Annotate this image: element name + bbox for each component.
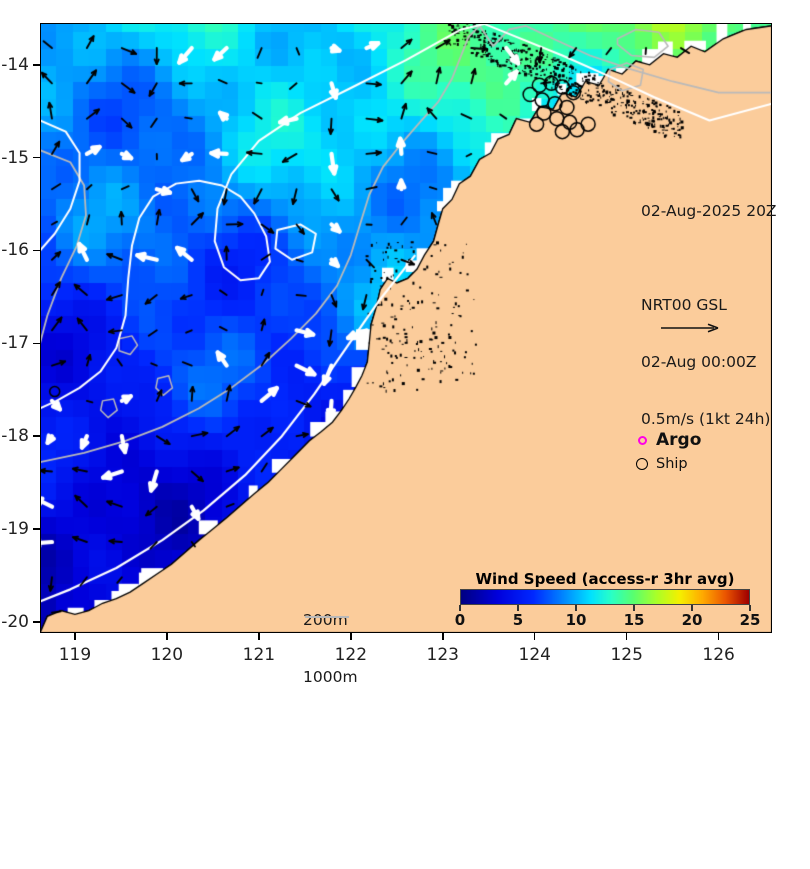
legend-item-argo[interactable]: Argo xyxy=(628,428,701,452)
x-axis-tick xyxy=(717,633,720,640)
x-axis-tick xyxy=(74,633,76,640)
colorbar-tick xyxy=(749,605,751,611)
contour-label-1000m: 1000m xyxy=(303,668,358,686)
x-axis-tick-label: 124 xyxy=(518,645,551,665)
y-axis-tick xyxy=(33,342,40,345)
y-axis-tick xyxy=(33,621,40,623)
colorbar-tick-label: 5 xyxy=(512,611,524,629)
y-axis-tick-label: -14 xyxy=(1,54,29,75)
x-axis-tick xyxy=(258,633,260,640)
legend-label-argo: Argo xyxy=(656,430,702,450)
nrt-product-block: NRT00 GSL 02-Aug 00:00Z 0.5m/s (1kt 24h) xyxy=(641,258,770,467)
observation-legend: Argo Ship xyxy=(628,428,701,476)
y-axis-tick-label: -18 xyxy=(1,426,29,447)
contour-label-200m: 200m xyxy=(303,611,348,629)
reference-vector-arrow xyxy=(661,323,719,333)
x-axis-tick-label: 126 xyxy=(702,645,735,665)
y-axis-tick-label: -17 xyxy=(1,333,29,354)
x-axis-tick-label: 123 xyxy=(426,645,460,665)
nrt-product-time: 02-Aug 00:00Z xyxy=(641,353,757,371)
colorbar-tick xyxy=(633,605,635,611)
colorbar-gradient[interactable] xyxy=(460,589,750,605)
nrt-scale-label: 0.5m/s (1kt 24h) xyxy=(641,410,771,428)
y-axis-tick xyxy=(33,156,40,159)
colorbar-tick-label: 10 xyxy=(565,611,587,629)
x-axis-tick-label: 125 xyxy=(610,645,643,665)
observation-markers xyxy=(40,23,772,633)
y-axis-tick xyxy=(33,64,40,66)
contour-label-leader-line xyxy=(305,616,349,618)
legend-label-ship: Ship xyxy=(656,456,688,472)
legend-item-ship[interactable]: Ship xyxy=(628,452,701,476)
colorbar-tick xyxy=(575,605,577,611)
y-axis-tick-label: -20 xyxy=(1,611,29,632)
x-axis-tick-label: 121 xyxy=(242,645,276,665)
nrt-product-name: NRT00 GSL xyxy=(641,296,727,314)
argo-marker-icon xyxy=(628,435,656,445)
colorbar-tick-label: 25 xyxy=(739,611,761,629)
colorbar-tick-label: 15 xyxy=(623,611,645,629)
x-axis-tick xyxy=(442,633,444,640)
colorbar-tick-label: 0 xyxy=(454,611,466,629)
x-axis-tick xyxy=(350,633,352,640)
wind-speed-map-figure: 02-Aug-2025 20Z NRT00 GSL 02-Aug 00:00Z … xyxy=(1,23,810,869)
x-axis-tick-label: 119 xyxy=(58,645,92,665)
colorbar-tick xyxy=(459,605,461,611)
ship-marker-icon xyxy=(628,458,656,470)
colorbar-title: Wind Speed (access-r 3hr avg) xyxy=(475,570,735,588)
y-axis-tick xyxy=(33,435,40,437)
colorbar-tick-label: 20 xyxy=(681,611,703,629)
x-axis-tick xyxy=(625,633,628,640)
colorbar-tick xyxy=(517,605,519,611)
x-axis-tick-label: 122 xyxy=(334,645,368,665)
x-axis-tick xyxy=(533,633,536,640)
y-axis-tick-label: -15 xyxy=(1,147,29,168)
x-axis-tick xyxy=(166,633,168,640)
observation-time-label: 02-Aug-2025 20Z xyxy=(641,202,777,220)
map-plot-area[interactable] xyxy=(40,23,772,633)
y-axis-tick xyxy=(33,249,40,252)
y-axis-tick-label: -16 xyxy=(1,240,29,261)
y-axis-tick-label: -19 xyxy=(1,519,29,539)
y-axis-tick xyxy=(33,528,40,530)
colorbar-tick xyxy=(691,605,693,611)
x-axis-tick-label: 120 xyxy=(150,645,184,665)
